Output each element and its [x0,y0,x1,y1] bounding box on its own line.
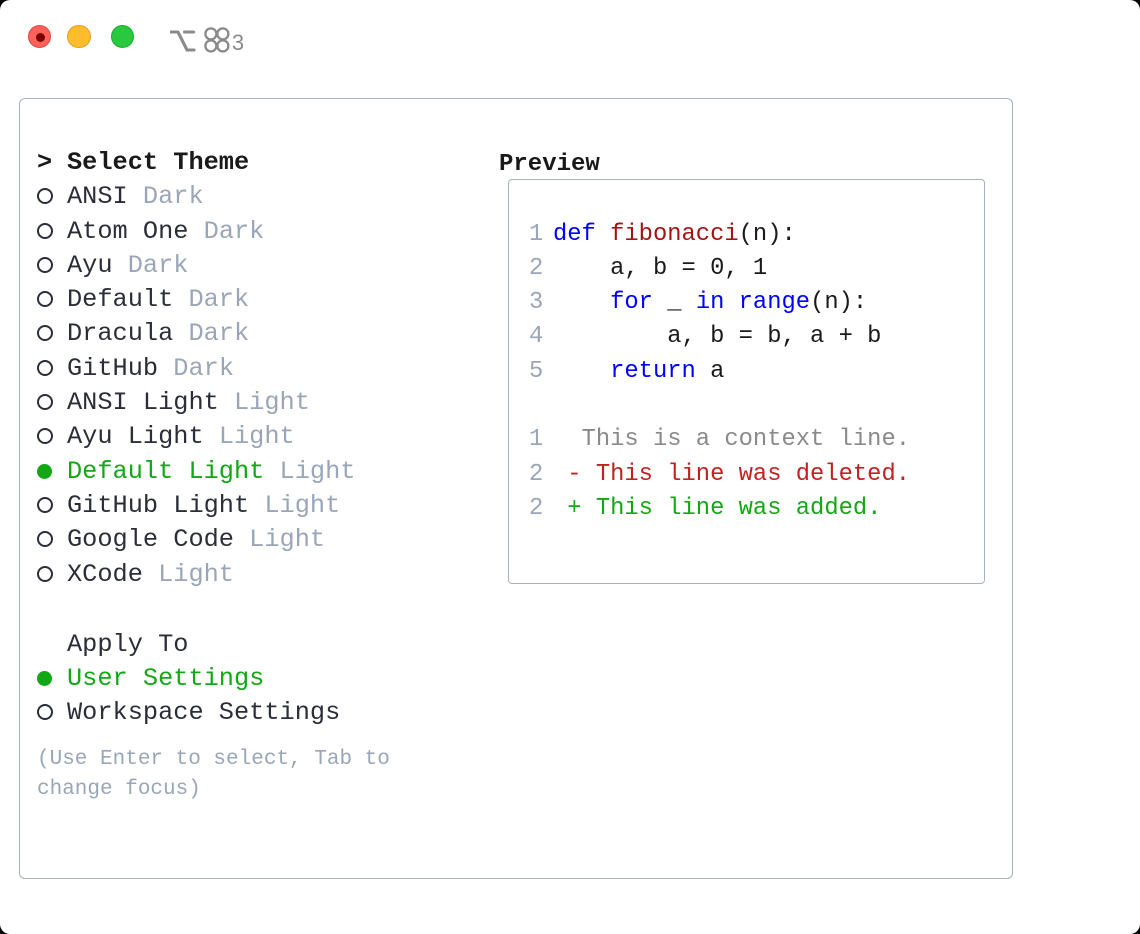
svg-text:3: 3 [232,30,244,55]
